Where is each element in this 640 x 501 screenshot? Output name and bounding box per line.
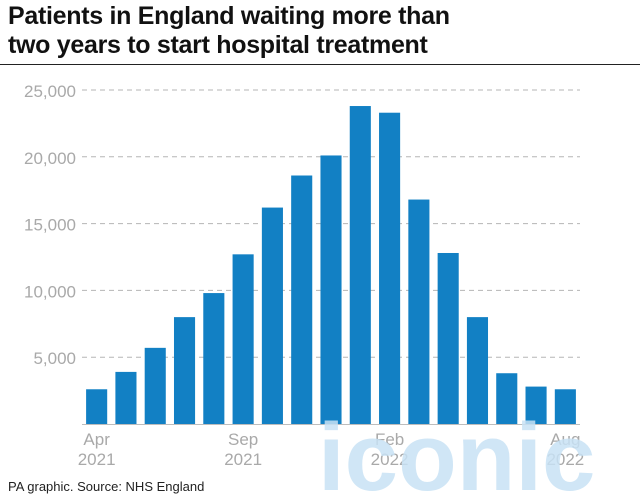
bar-chart: 5,00010,00015,00020,00025,000Apr2021Sep2… [24, 82, 584, 469]
y-tick-label: 25,000 [24, 82, 76, 101]
chart-title-line1: Patients in England waiting more than [8, 2, 450, 30]
bar [525, 386, 547, 424]
y-tick-label: 10,000 [24, 282, 76, 301]
bar [261, 207, 283, 424]
bar [173, 317, 196, 424]
x-tick-label: Aug [550, 430, 580, 449]
title-divider [0, 64, 640, 65]
x-tick-label: 2021 [224, 450, 262, 469]
x-tick-label: Feb [375, 430, 404, 449]
bar [349, 106, 371, 425]
bar [144, 347, 166, 424]
chart-title: Patients in England waiting more than tw… [8, 2, 632, 60]
chart-title-line2: two years to start hospital treatment [8, 31, 428, 59]
bar [408, 199, 430, 424]
bar [86, 389, 108, 424]
bar [203, 293, 225, 424]
bar [437, 252, 459, 424]
y-tick-label: 15,000 [24, 216, 76, 235]
bar [115, 371, 137, 424]
y-tick-label: 5,000 [33, 349, 76, 368]
bar [379, 112, 401, 424]
x-tick-label: 2022 [371, 450, 409, 469]
bar [320, 155, 342, 424]
x-tick-label: 2021 [78, 450, 116, 469]
x-tick-label: 2022 [546, 450, 584, 469]
bar [466, 317, 489, 424]
y-tick-label: 20,000 [24, 149, 76, 168]
bar [496, 373, 518, 424]
x-tick-label: Sep [228, 430, 258, 449]
source-note: PA graphic. Source: NHS England [8, 479, 205, 494]
bar [232, 254, 254, 424]
bar [291, 175, 313, 424]
x-tick-label: Apr [83, 430, 110, 449]
bar [554, 389, 576, 424]
